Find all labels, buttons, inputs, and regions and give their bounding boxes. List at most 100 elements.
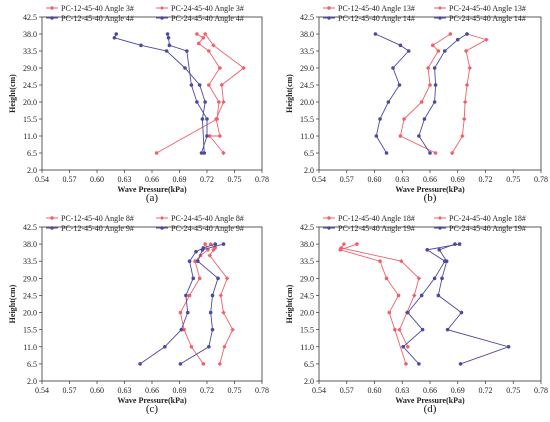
data-point	[373, 32, 378, 36]
x-axis-label: Wave Pressure(kPa)	[117, 185, 187, 194]
data-point	[114, 32, 119, 36]
x-axis-label: Wave Pressure(kPa)	[395, 396, 465, 405]
data-point	[397, 327, 402, 332]
data-point	[230, 327, 235, 332]
data-point	[378, 259, 382, 264]
x-tick-label: 0.75	[506, 175, 520, 184]
plot-frame	[41, 226, 263, 382]
y-tick-label: 2.0	[27, 377, 37, 386]
legend-label: PC-12-45-40 Angle 9#	[61, 224, 134, 233]
legend-marker	[160, 226, 164, 230]
series-line	[139, 243, 216, 365]
data-point	[183, 66, 187, 70]
data-point	[195, 32, 199, 36]
data-point	[222, 344, 227, 349]
y-tick-label: 2.0	[304, 166, 314, 175]
data-point	[112, 35, 117, 40]
y-tick-label: 6.5	[27, 360, 37, 369]
data-point	[440, 276, 444, 281]
data-point	[443, 259, 447, 264]
data-point	[445, 327, 450, 332]
data-point	[203, 242, 207, 246]
data-point	[398, 43, 403, 48]
data-point	[219, 82, 224, 88]
series-line	[451, 33, 488, 154]
data-point	[178, 362, 183, 366]
series-2	[373, 32, 411, 155]
data-point	[195, 100, 199, 104]
data-point	[197, 83, 202, 87]
x-tick-label: 0.75	[228, 386, 242, 395]
x-tick-label: 0.69	[451, 175, 465, 184]
y-tick-label: 2.0	[304, 377, 314, 386]
x-tick-label: 0.66	[145, 175, 159, 184]
data-point	[436, 293, 441, 298]
legend-marker	[50, 216, 54, 220]
legend-marker	[438, 226, 442, 230]
data-point	[167, 43, 172, 48]
x-tick-label: 0.69	[173, 175, 187, 184]
legend-marker	[160, 6, 164, 10]
data-point	[200, 117, 205, 121]
x-tick-label: 0.60	[368, 175, 382, 184]
data-point	[455, 37, 460, 42]
series-3	[401, 242, 462, 366]
data-point	[182, 327, 186, 332]
data-point	[393, 327, 397, 332]
legend-label: PC-24-45-40 Angle 8#	[171, 214, 244, 223]
x-tick-label: 0.75	[506, 386, 520, 395]
y-tick-label: 20.0	[23, 309, 37, 318]
legend-label: PC-12-45-40 Angle 8#	[61, 214, 134, 223]
data-point	[207, 83, 211, 87]
data-point	[207, 133, 212, 139]
x-tick-label: 0.72	[479, 386, 493, 395]
data-point	[166, 35, 171, 40]
series-0	[338, 242, 408, 366]
data-point	[165, 32, 170, 36]
y-tick-label: 11.0	[23, 132, 37, 141]
data-point	[432, 276, 437, 281]
series-3	[165, 32, 209, 155]
y-tick-label: 42.5	[300, 13, 314, 22]
data-point	[484, 37, 489, 42]
data-point	[406, 310, 410, 315]
legend-marker	[438, 6, 442, 10]
legend-marker	[438, 216, 442, 220]
data-point	[202, 151, 207, 155]
y-tick-label: 2.0	[27, 166, 37, 175]
y-tick-label: 15.5	[23, 326, 37, 335]
panel-caption: (a)	[146, 192, 159, 204]
series-1	[339, 241, 422, 349]
data-point	[178, 310, 183, 315]
data-point	[463, 48, 469, 54]
data-point	[201, 362, 206, 366]
data-point	[428, 151, 432, 155]
series-line	[437, 243, 511, 365]
data-point	[428, 83, 432, 87]
legend-label: PC-24-45-40 Angle 4#	[171, 14, 244, 23]
data-point	[202, 31, 208, 37]
data-point	[417, 134, 421, 138]
legend-marker	[160, 216, 164, 220]
legend-label: PC-12-45-40 Angle 4#	[61, 14, 134, 23]
series-0	[178, 242, 210, 366]
x-axis-label: Wave Pressure(kPa)	[117, 396, 187, 405]
data-point	[213, 116, 219, 122]
data-point	[207, 253, 212, 258]
x-tick-label: 0.54	[312, 175, 326, 184]
data-point	[417, 362, 421, 366]
data-point	[163, 344, 167, 349]
plot-frame	[318, 16, 542, 171]
y-tick-label: 38.0	[23, 240, 37, 249]
legend-marker	[50, 226, 54, 230]
y-tick-label: 29.0	[300, 274, 314, 283]
data-point	[457, 242, 462, 246]
legend-label: PC-24-45-40 Angle 3#	[171, 4, 244, 13]
legend-label: PC-24-45-40 Angle 18#	[449, 214, 526, 223]
data-point	[211, 43, 216, 48]
data-point	[406, 49, 411, 53]
data-point	[419, 293, 424, 298]
data-point	[187, 293, 192, 298]
y-tick-label: 20.0	[300, 98, 314, 107]
data-point	[208, 310, 213, 315]
